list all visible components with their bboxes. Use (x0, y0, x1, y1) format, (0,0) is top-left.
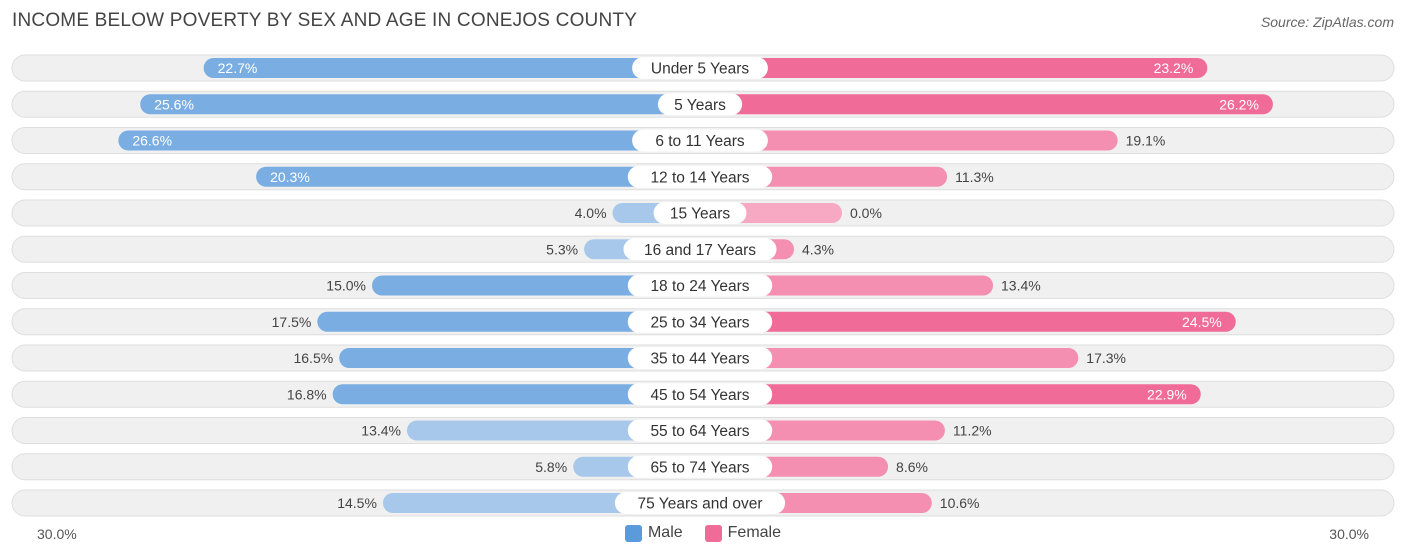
data-label-male: 26.6% (132, 133, 172, 149)
data-label-male: 15.0% (326, 278, 366, 294)
data-label-male: 25.6% (154, 96, 194, 112)
data-label-female: 11.2% (953, 423, 992, 439)
bar-male (332, 384, 700, 405)
data-label-female: 24.5% (1182, 314, 1222, 330)
data-label-female: 22.9% (1147, 386, 1187, 402)
bar-male (339, 348, 700, 368)
chart-canvas: 22.7% 23.2% Under 5 Years 25.6% 26.2% 5 Years… (11, 54, 1395, 517)
chart-title: INCOME BELOW POVERTY BY SEX AND AGE IN C… (12, 10, 638, 31)
bar-male (203, 58, 701, 78)
bar-female (700, 311, 1236, 332)
category-pill (627, 419, 773, 442)
axis-left-label: 30.0% (37, 526, 77, 542)
category-label: 45 to 54 Years (650, 387, 749, 404)
bar-female (700, 348, 1079, 368)
data-label-male: 16.8% (287, 386, 327, 402)
bar-female (700, 384, 1201, 405)
category-pill (627, 165, 773, 188)
legend-label-male: Male (647, 524, 683, 541)
category-pill (627, 383, 773, 406)
source-note: Source: ZipAtlas.com (1260, 14, 1394, 30)
bar-male (256, 166, 700, 187)
bar-male (372, 275, 700, 296)
data-label-female: 13.4% (1001, 278, 1041, 294)
data-label-female: 11.3% (955, 169, 994, 185)
category-label: 6 to 11 Years (655, 133, 745, 150)
legend-item-female[interactable]: Female (704, 524, 782, 542)
category-label: 65 to 74 Years (650, 459, 749, 476)
data-label-female: 10.6% (940, 495, 980, 511)
category-pill (614, 492, 786, 514)
category-label: 55 to 64 Years (650, 423, 749, 440)
data-label-male: 14.5% (337, 495, 377, 511)
legend-swatch-female (704, 524, 722, 542)
data-label-female: 26.2% (1219, 96, 1259, 112)
legend-swatch-male (624, 524, 642, 542)
category-label: 15 Years (670, 206, 731, 223)
data-label-female: 4.3% (802, 241, 834, 257)
bar-female (700, 275, 994, 296)
data-label-female: 0.0% (850, 205, 882, 221)
bar-female (700, 58, 1208, 78)
legend: Male Female (0, 524, 1406, 542)
bar-male (118, 130, 700, 151)
data-label-male: 13.4% (361, 423, 401, 439)
data-label-female: 17.3% (1086, 350, 1126, 366)
category-label: 18 to 24 Years (650, 278, 749, 295)
category-pill (627, 310, 773, 333)
data-label-male: 22.7% (218, 60, 258, 76)
legend-item-male[interactable]: Male (624, 524, 683, 542)
data-label-male: 5.8% (535, 459, 567, 475)
category-label: 12 to 14 Years (650, 169, 749, 186)
legend-label-female: Female (727, 524, 782, 541)
category-label: 35 to 44 Years (650, 351, 749, 368)
axis-right-label: 30.0% (1329, 526, 1369, 542)
category-pill (632, 129, 768, 152)
category-pill (623, 238, 777, 261)
data-label-male: 4.0% (575, 205, 607, 221)
category-label: 16 and 17 Years (644, 242, 756, 259)
bar-female (700, 94, 1273, 115)
category-label: 25 to 34 Years (650, 314, 749, 331)
category-pill (657, 93, 743, 116)
data-label-male: 17.5% (272, 314, 312, 330)
category-pill (632, 57, 768, 79)
category-label: Under 5 Years (651, 61, 749, 78)
category-label: 5 Years (674, 97, 726, 114)
category-pill (627, 455, 773, 478)
data-label-female: 23.2% (1154, 60, 1194, 76)
bar-male (140, 94, 701, 115)
bar-female (700, 130, 1118, 151)
data-label-male: 16.5% (293, 350, 333, 366)
category-label: 75 Years and over (638, 496, 763, 513)
data-label-male: 5.3% (546, 241, 578, 257)
bar-male (317, 311, 700, 332)
category-pill (627, 347, 773, 369)
category-pill (627, 274, 773, 297)
category-pill (653, 202, 747, 224)
data-label-female: 19.1% (1126, 133, 1166, 149)
data-label-female: 8.6% (896, 459, 928, 475)
data-label-male: 20.3% (270, 169, 310, 185)
bar-male (406, 420, 700, 441)
